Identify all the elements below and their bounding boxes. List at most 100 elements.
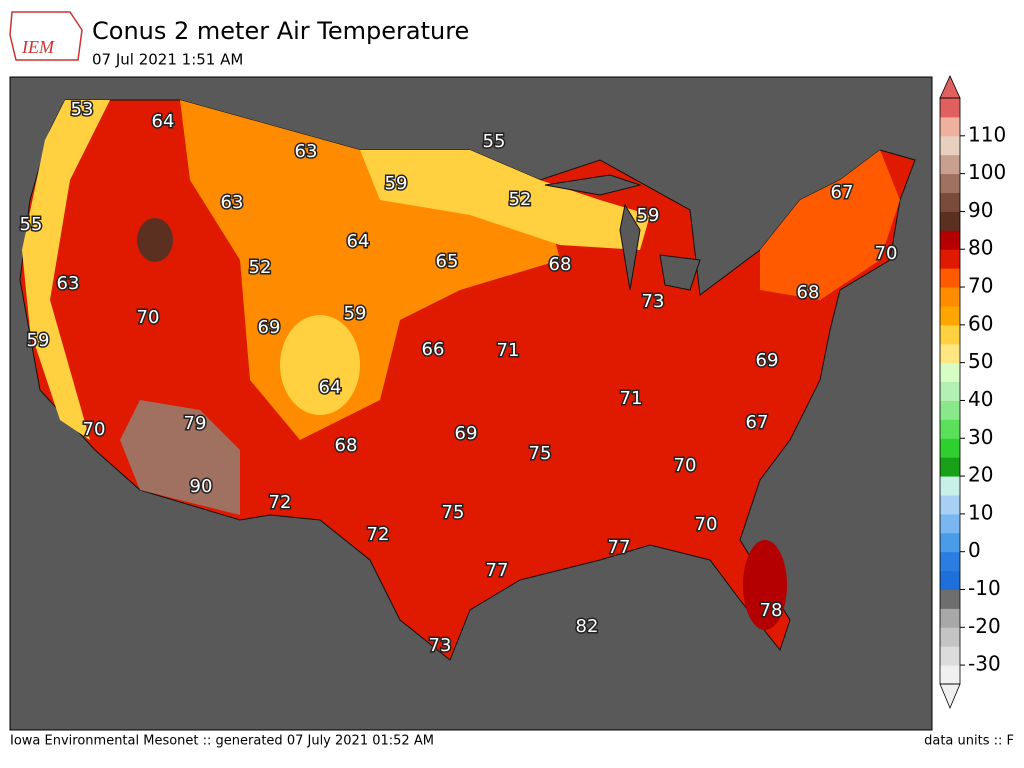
footer-right: data units :: F xyxy=(924,734,1014,749)
colorbar-tick-label: 90 xyxy=(968,198,993,222)
contour-label: 55 xyxy=(20,214,43,235)
contour-label: 59 xyxy=(344,303,367,324)
colorbar-frame xyxy=(939,97,961,685)
contour-label: 69 xyxy=(756,350,779,371)
colorbar-high xyxy=(939,75,961,99)
contour-label: 52 xyxy=(509,189,532,210)
contour-label: 72 xyxy=(269,492,292,513)
title: Conus 2 meter Air Temperature xyxy=(92,17,469,45)
colorbar-bin xyxy=(940,665,960,685)
colorbar-tick-label: 30 xyxy=(968,425,993,449)
contour-label: 64 xyxy=(152,111,175,132)
colorbar-bin xyxy=(940,287,960,307)
colorbar-bin xyxy=(940,98,960,118)
contour-label: 70 xyxy=(83,419,106,440)
contour-label: 71 xyxy=(497,340,520,361)
colorbar-tick-label: 100 xyxy=(968,160,1006,184)
contour-label: 63 xyxy=(221,192,244,213)
great-lakes xyxy=(544,174,701,291)
colorbar-bin xyxy=(940,116,960,137)
colorbar-bin xyxy=(940,438,960,458)
contour-label: 70 xyxy=(674,455,697,476)
colorbar-low xyxy=(939,683,961,710)
colorbar-bin xyxy=(940,608,960,628)
colorbar-bin xyxy=(940,551,960,572)
contour-label: 70 xyxy=(875,243,898,264)
contour-label: 66 xyxy=(422,339,445,360)
contour-label: 68 xyxy=(797,282,820,303)
contour-label: 78 xyxy=(760,600,783,621)
contour-label: 71 xyxy=(620,388,643,409)
logo-outline xyxy=(9,11,83,61)
colorbar-bin xyxy=(940,381,960,401)
colorbar: -30 -20 -10 0 10 20 30 40 50 60 70 80 90 100 110 xyxy=(939,75,1006,710)
contour-label: 68 xyxy=(335,435,358,456)
contour-label: 63 xyxy=(57,273,80,294)
contour-label: 64 xyxy=(347,231,370,252)
colorbar-bin xyxy=(940,211,960,231)
map xyxy=(9,76,933,731)
colorbar-bin xyxy=(940,154,960,175)
colorbar-bin xyxy=(940,343,960,364)
contour-label: 53 xyxy=(71,99,94,120)
colorbar-tick-label: 80 xyxy=(968,236,993,260)
cool-north xyxy=(360,150,650,250)
colorbar-bin xyxy=(940,324,960,345)
colorbar-tick-label: -30 xyxy=(968,652,1001,676)
colorbar-bin xyxy=(940,249,960,269)
northeast xyxy=(760,150,900,300)
florida xyxy=(743,540,787,630)
desert-sw xyxy=(120,400,240,515)
colorbar-bin xyxy=(940,646,960,666)
contour-label: 75 xyxy=(529,443,552,464)
contour-label: 72 xyxy=(367,524,390,545)
contour-label: 63 xyxy=(295,141,318,162)
contour-label: 77 xyxy=(608,537,631,558)
contour-label: 65 xyxy=(436,251,459,272)
cool-rockies xyxy=(280,315,360,415)
colorbar-bin xyxy=(940,513,960,534)
colorbar-tick-label: 10 xyxy=(968,500,993,524)
contour-label: 69 xyxy=(455,423,478,444)
colorbar-bin xyxy=(940,570,960,590)
colorbar-bin xyxy=(940,476,960,496)
contour-label: 82 xyxy=(576,616,599,637)
contour-label: 59 xyxy=(27,330,50,351)
contour-label: 70 xyxy=(137,307,160,328)
subtitle: 07 Jul 2021 1:51 AM xyxy=(92,51,243,69)
contour-label: 77 xyxy=(486,560,509,581)
colorbar-bin xyxy=(940,589,960,609)
colorbar-bin xyxy=(940,362,960,383)
contour-label: 52 xyxy=(249,257,272,278)
colorbar-bin xyxy=(940,230,960,250)
contour-label: 64 xyxy=(319,377,342,398)
colorbar-tick-label: 110 xyxy=(968,122,1006,146)
colorbar-bin xyxy=(940,419,960,439)
contour-label: 79 xyxy=(184,413,207,434)
contour-label: 75 xyxy=(442,502,465,523)
colorbar-bin xyxy=(940,173,960,194)
colorbar-tick-label: 50 xyxy=(968,349,993,373)
colorbar-bin xyxy=(940,532,960,553)
contour-label: 90 xyxy=(190,476,213,497)
contour-label: 59 xyxy=(385,173,408,194)
colorbar-bin xyxy=(940,400,960,420)
map-labels: 53 64 63 59 55 52 59 67 70 68 63 64 65 68 73 55 52 63 70 69… xyxy=(18,98,899,658)
colorbar-bin xyxy=(940,627,960,647)
colorbar-bin xyxy=(940,457,960,477)
logo: IEM xyxy=(9,11,83,61)
colorbar-tick-label: -10 xyxy=(968,576,1001,600)
contour-label: 67 xyxy=(831,182,854,203)
contour-label: 73 xyxy=(429,635,452,656)
colorbar-tick-label: 40 xyxy=(968,387,993,411)
contour-label: 68 xyxy=(549,254,572,275)
footer-left: Iowa Environmental Mesonet :: generated … xyxy=(10,734,434,749)
colorbar-bin xyxy=(940,135,960,156)
contour-label: 69 xyxy=(258,317,281,338)
hot-spot xyxy=(137,218,173,262)
contour-label: 70 xyxy=(695,514,718,535)
contour-label: 73 xyxy=(642,291,665,312)
colorbar-tick-label: 60 xyxy=(968,311,993,335)
logo-text: IEM xyxy=(21,37,55,57)
